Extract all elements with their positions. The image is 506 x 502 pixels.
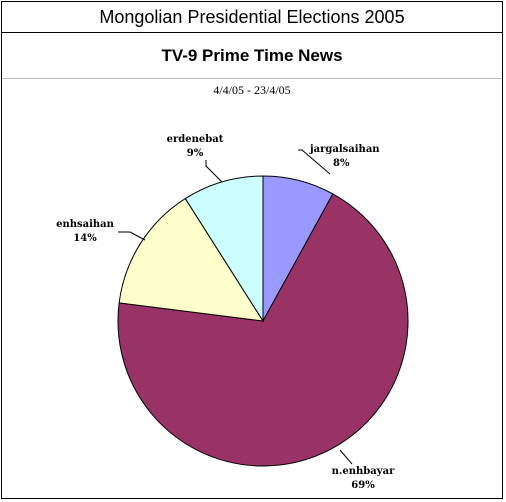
chart-subtitle: 4/4/05 - 23/4/05	[213, 83, 291, 97]
leader-line-jargalsaihan	[298, 149, 331, 175]
slice-percent-label: 8%	[333, 158, 350, 169]
pie-slice-erdenebat	[184, 175, 264, 323]
slice-name-label: n.enhbayar	[332, 466, 395, 477]
pie-slice-enhsaihan	[118, 197, 264, 322]
pie-slice-n.enhbayar	[117, 193, 409, 467]
slice-percent-label: 69%	[351, 480, 375, 491]
chart-title: TV-9 Prime Time News	[161, 46, 343, 65]
leader-line-enhsaihan	[118, 231, 146, 241]
slice-name-label: enhsaihan	[56, 219, 115, 230]
slice-percent-label: 9%	[187, 148, 204, 159]
slice-percent-label: 14%	[73, 233, 97, 244]
slice-name-label: jargalsaihan	[309, 144, 380, 155]
leader-line-erdenebat	[205, 160, 223, 183]
leader-line-n.enhbayar	[339, 449, 353, 465]
page-title: Mongolian Presidential Elections 2005	[2, 2, 502, 33]
slice-name-label: erdenebat	[167, 134, 224, 145]
chart-title-bar: TV-9 Prime Time News	[2, 33, 502, 79]
